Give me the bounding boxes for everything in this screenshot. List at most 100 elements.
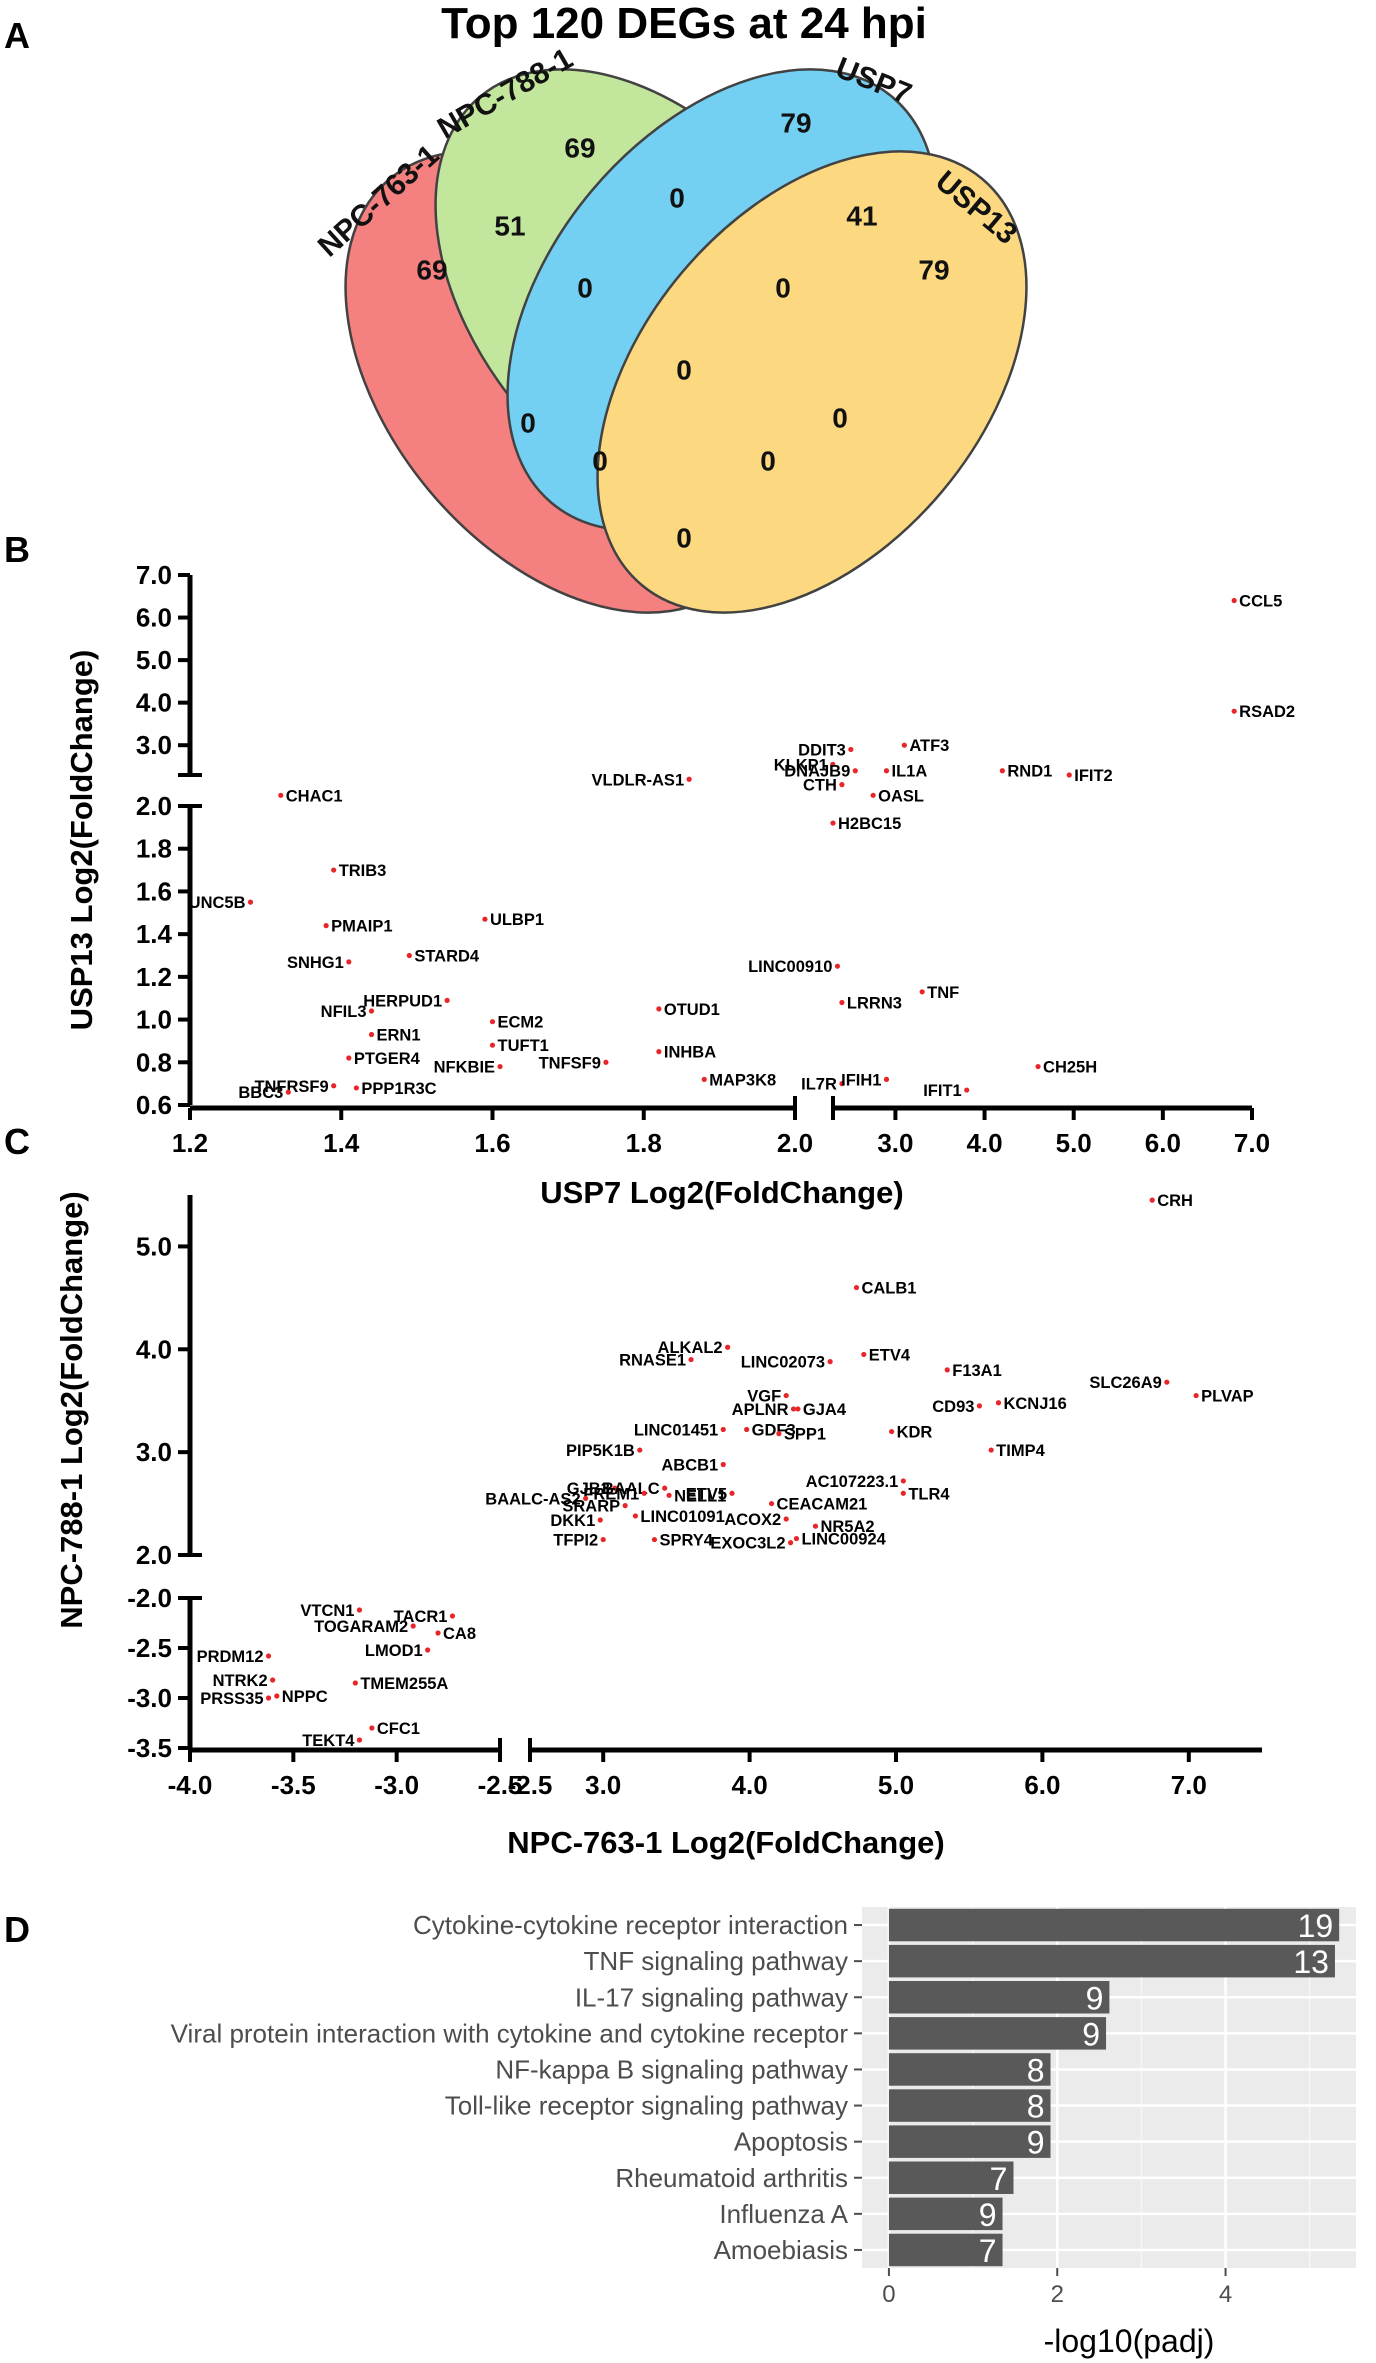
chart-c-y-tick-label: 2.0: [136, 1540, 172, 1570]
chart-c-y-tick-label: -3.5: [127, 1733, 172, 1763]
venn-title: Top 120 DEGs at 24 hpi: [441, 0, 927, 48]
chart-b-x-tick-label: 5.0: [1056, 1128, 1092, 1158]
panel-letter-b: B: [4, 529, 30, 570]
point-linc01451: [720, 1426, 726, 1433]
chart-c-x-tick-label: 7.0: [1171, 1770, 1207, 1800]
point-tekt4: [356, 1737, 363, 1743]
point-stard4: [406, 952, 412, 959]
chart-c-x-tick-label: 4.0: [732, 1770, 768, 1800]
point-label-herpud1: HERPUD1: [363, 992, 442, 1010]
point-label-alkal2: ALKAL2: [658, 1339, 723, 1357]
venn-count-npc-763-1-npc-788-1-usp7-usp13: 0: [676, 354, 692, 385]
venn-count-npc-763-1: 69: [416, 254, 447, 285]
point-label-vldlr-as1: VLDLR-AS1: [592, 771, 685, 789]
chart-b-y-tick-label: 3.0: [136, 730, 172, 760]
point-label-map3k8: MAP3K8: [709, 1071, 776, 1089]
point-ccl5: [1231, 597, 1237, 604]
point-label-ecm2: ECM2: [498, 1014, 544, 1032]
bar-category-influenza-a: Influenza A: [719, 2199, 848, 2229]
venn-count-npc-788-1-usp7-usp13: 0: [775, 272, 791, 303]
chart-c-y-axis-title: NPC-788-1 Log2(FoldChange): [54, 1191, 89, 1628]
chart-c-x-tick-label: -2.5: [508, 1770, 553, 1800]
point-label-klkp1: KLKP1: [774, 756, 828, 774]
bar-count-rheumatoid-arthritis: 7: [990, 2161, 1008, 2197]
chart-b-y-tick-label: 1.2: [136, 962, 172, 992]
point-label-bbc3: BBC3: [238, 1084, 283, 1102]
point-linc02073: [827, 1359, 833, 1365]
point-tfpi2: [600, 1536, 606, 1543]
point-ifit2: [1066, 772, 1072, 778]
point-vldlr-as1: [686, 776, 692, 782]
bar-cytokine-cytokine-receptor-interaction: [888, 1908, 1340, 1942]
venn-count-npc-763-1-usp13: 0: [676, 522, 692, 553]
point-ceacam21: [768, 1500, 775, 1507]
point-nfkbie: [497, 1063, 503, 1070]
point-prss35: [265, 1695, 272, 1701]
point-label-ddit3: DDIT3: [798, 741, 846, 759]
chart-c-y-tick-label: 5.0: [136, 1231, 172, 1261]
point-cfc1: [369, 1725, 375, 1731]
chart-b-y-tick-label: 6.0: [136, 603, 172, 633]
point-label-ch25h: CH25H: [1043, 1059, 1097, 1077]
chart-c-axes: [178, 1195, 1262, 1762]
bar-rheumatoid-arthritis: [888, 2161, 1014, 2194]
point-label-inhba: INHBA: [664, 1044, 716, 1062]
point-label-slc26a9: SLC26A9: [1089, 1374, 1161, 1392]
point-tnfsf9: [603, 1059, 609, 1065]
point-cd93: [976, 1403, 983, 1409]
point-label-tacr1: TACR1: [394, 1608, 448, 1626]
point-nell1: [666, 1492, 672, 1498]
venn-diagram: Top 120 DEGs at 24 hpi NPC-763-1NPC-788-…: [312, 0, 1028, 614]
chart-d-x-tick-label: 0: [882, 2281, 895, 2308]
bar-toll-like-receptor-signaling-pathway: [888, 2089, 1051, 2122]
chart-b-axes: [178, 575, 1252, 1120]
point-label-tekt4: TEKT4: [302, 1732, 355, 1750]
point-plvap: [1193, 1392, 1199, 1399]
point-linc01091: [632, 1513, 639, 1519]
chart-b-x-tick-label: 2.0: [777, 1128, 813, 1158]
point-label-chac1: CHAC1: [286, 787, 343, 805]
chart-b-x-tick-label: 1.2: [172, 1128, 208, 1158]
venn-count-npc-788-1-usp7: 0: [669, 182, 685, 213]
point-label-f13a1: F13A1: [952, 1362, 1002, 1380]
point-map3k8: [701, 1076, 707, 1082]
scatter-usp7-vs-usp13: 1.2 1.4 1.6 1.8 2.0 3.0 4.0 5.0 6.0 7.0 0.6 0.8 1.0 1…: [64, 560, 1295, 1210]
point-ifit1: [964, 1087, 970, 1093]
chart-c-x-tick-label: -3.0: [374, 1770, 419, 1800]
point-tnfrsf9: [331, 1083, 337, 1089]
bar-influenza-a: [888, 2197, 1003, 2231]
chart-b-x-tick-label: 1.8: [626, 1128, 662, 1158]
chart-b-y-tick-label: 1.4: [136, 919, 173, 949]
chart-d-x-axis: 0 2 4: [882, 2268, 1232, 2308]
chart-c-x-tick-label: 5.0: [878, 1770, 914, 1800]
point-label-lrrn3: LRRN3: [847, 994, 902, 1012]
chart-c-x-tick-label: -4.0: [168, 1770, 213, 1800]
point-label-ulbp1: ULBP1: [490, 911, 544, 929]
point-slc26a9: [1164, 1379, 1170, 1385]
point-label-dnajb9: DNAJB9: [784, 763, 850, 781]
point-ecm2: [489, 1019, 496, 1025]
point-pip5k1b: [637, 1447, 643, 1453]
point-tacr1: [449, 1613, 456, 1619]
chart-b-x-tick-label: 1.6: [474, 1128, 510, 1158]
point-label-gdf3: GDF3: [752, 1422, 796, 1440]
scatter-npc763-vs-npc788: -4.0 -3.5 -3.0 -2.5-2.5 3.0 4.0 5.0 6.0 7.0-3.5-…: [54, 1191, 1262, 1860]
point-ptger4: [346, 1055, 352, 1061]
chart-c-ticks: -4.0 -3.5 -3.0 -2.5-2.5 3.0 4.0 5.0 6.0 7.0-3.5-…: [127, 1231, 1207, 1800]
point-label-srarp: SRARP: [562, 1498, 620, 1516]
point-f13a1: [944, 1367, 950, 1373]
point-bbc3: [285, 1089, 291, 1095]
point-label-h2bc15: H2BC15: [838, 815, 901, 833]
point-nfil3: [368, 1008, 375, 1014]
venn-count-npc-763-1-usp7: 0: [520, 407, 536, 438]
point-exoc3l2: [787, 1540, 794, 1546]
point-label-rsad2: RSAD2: [1239, 703, 1295, 721]
bar-category-toll-like-receptor-signaling-pathway: Toll-like receptor signaling pathway: [445, 2091, 848, 2121]
chart-b-y-tick-label: 7.0: [136, 560, 172, 590]
point-label-atf3: ATF3: [909, 737, 949, 755]
point-togaram2: [410, 1623, 416, 1629]
bar-category-il-17-signaling-pathway: IL-17 signaling pathway: [575, 1982, 848, 2012]
bar-count-amoebiasis: 7: [979, 2233, 997, 2269]
bar-count-toll-like-receptor-signaling-pathway: 8: [1027, 2089, 1045, 2125]
